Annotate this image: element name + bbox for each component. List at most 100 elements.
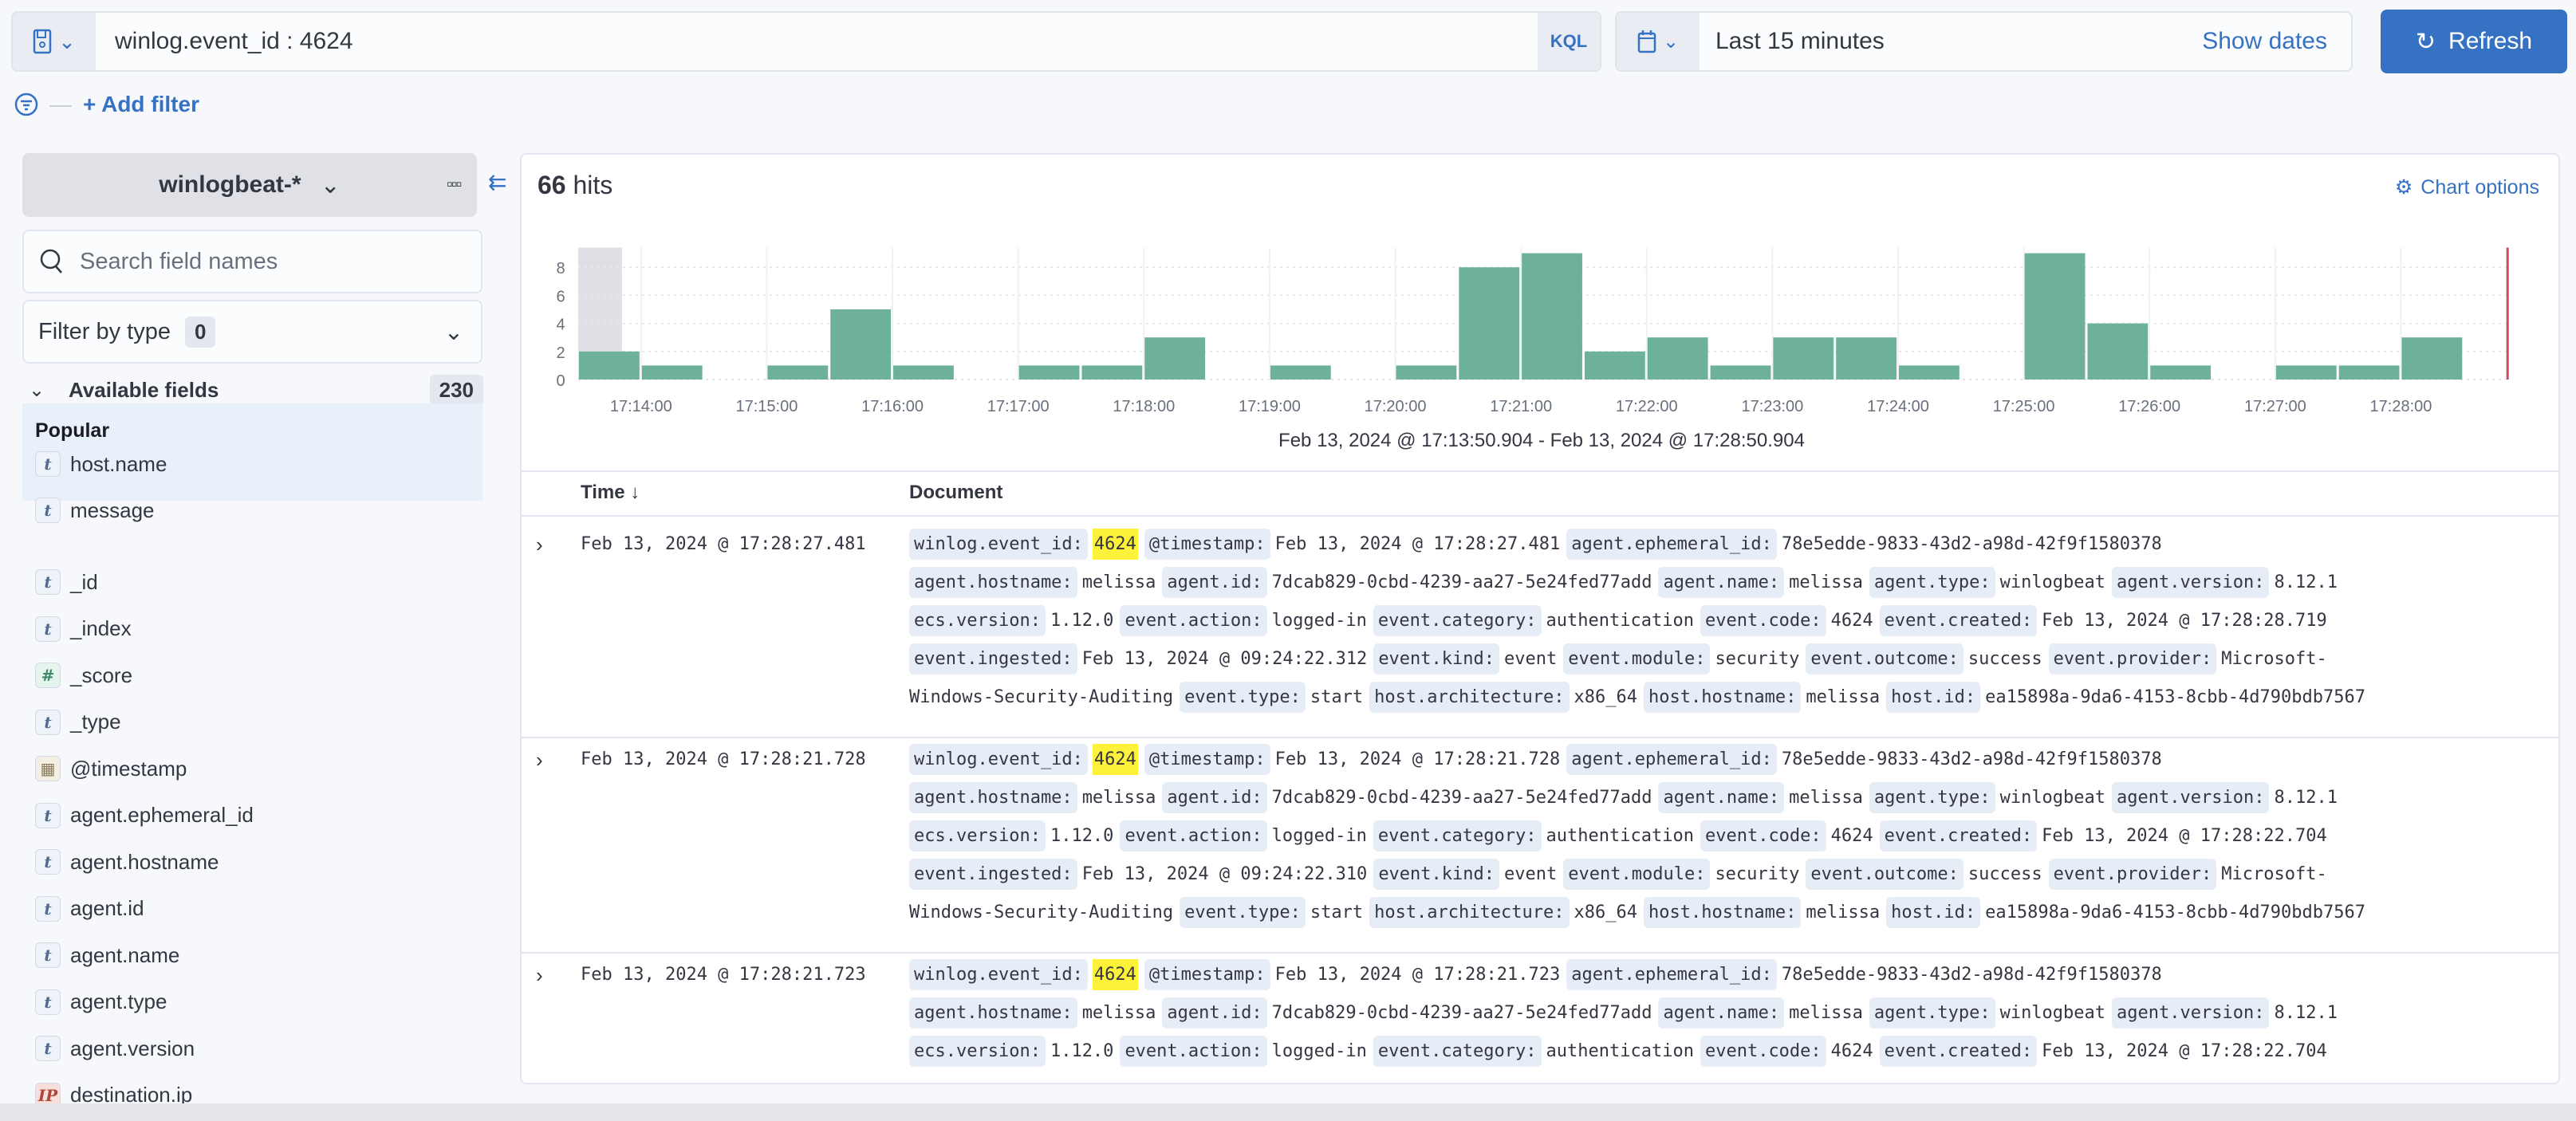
field-value: logged-in xyxy=(1271,610,1367,631)
search-field-names-input[interactable]: Search field names xyxy=(22,230,483,293)
field-key: @timestamp: xyxy=(1144,743,1270,775)
field-key: event.category: xyxy=(1373,604,1542,636)
query-input[interactable]: winlog.event_id : 4624 xyxy=(115,28,353,54)
histogram-bar[interactable] xyxy=(2338,365,2400,380)
histogram-bar[interactable] xyxy=(1773,337,1834,380)
string-type-icon: t xyxy=(35,989,61,1015)
x-tick-label: 17:24:00 xyxy=(1867,398,1929,415)
histogram-bar[interactable] xyxy=(1584,351,1645,380)
field-item[interactable]: t host.name xyxy=(35,451,167,477)
histogram-bar[interactable] xyxy=(1459,267,1520,380)
histogram-bar[interactable] xyxy=(1710,365,1771,380)
time-range-value[interactable]: Last 15 minutes xyxy=(1715,28,1885,54)
histogram-bar[interactable] xyxy=(1018,365,1080,380)
histogram-bar[interactable] xyxy=(767,365,829,380)
x-tick-label: 17:19:00 xyxy=(1239,398,1301,415)
field-value: logged-in xyxy=(1271,1040,1367,1061)
field-name: _id xyxy=(70,569,98,594)
document-line: ecs.version: 1.12.0 event.action: logged-in… xyxy=(909,816,2372,855)
field-name: agent.type xyxy=(70,989,167,1013)
histogram-bar[interactable] xyxy=(1647,337,1708,380)
string-type-icon: t xyxy=(35,802,61,828)
histogram-bar[interactable] xyxy=(2401,337,2463,380)
field-name: message xyxy=(70,498,155,522)
field-key: agent.version: xyxy=(2112,566,2270,598)
field-value: 7dcab829-0cbd-4239-aa27-5e24fed77add xyxy=(1271,572,1652,592)
field-item[interactable]: t _type xyxy=(35,709,121,735)
field-name: agent.ephemeral_id xyxy=(70,803,254,827)
histogram-bar[interactable] xyxy=(2275,365,2337,380)
histogram-bar[interactable] xyxy=(2087,323,2149,380)
histogram-bar[interactable] xyxy=(893,365,954,380)
chevron-down-icon: ⌄ xyxy=(320,171,341,199)
field-value: ea15898a-9da6-4153-8cbb-4d790bdb7567 xyxy=(1985,686,2365,707)
field-key: event.type: xyxy=(1180,681,1306,713)
field-item[interactable]: ▦ @timestamp xyxy=(35,756,187,781)
collapse-sidebar-icon[interactable]: ⇇ xyxy=(488,170,507,195)
histogram-bar[interactable] xyxy=(579,351,640,380)
field-item[interactable]: t agent.name xyxy=(35,942,179,968)
quick-select-button[interactable]: ⌄ xyxy=(1617,13,1700,70)
show-dates-link[interactable]: Show dates xyxy=(2202,28,2327,54)
field-value: winlogbeat xyxy=(1999,572,2106,592)
field-item[interactable]: t agent.hostname xyxy=(35,849,219,875)
field-item[interactable]: t _index xyxy=(35,616,132,642)
field-value: event xyxy=(1504,648,1558,669)
field-item[interactable]: # _score xyxy=(35,663,132,688)
index-pattern-selector[interactable]: winlogbeat-* ⌄ xyxy=(22,153,477,217)
field-item[interactable]: t agent.id xyxy=(35,895,144,922)
string-type-icon: t xyxy=(35,616,61,642)
document-line: ecs.version: 1.12.0 event.action: logged-in… xyxy=(909,601,2372,639)
field-item[interactable]: t agent.type xyxy=(35,989,167,1015)
histogram-bar[interactable] xyxy=(1522,253,1582,380)
expand-row-icon[interactable]: › xyxy=(536,533,543,557)
field-key: winlog.event_id: xyxy=(909,528,1088,560)
field-item[interactable]: t agent.ephemeral_id xyxy=(35,802,254,828)
histogram-bar[interactable] xyxy=(1836,337,1897,380)
expand-row-icon[interactable]: › xyxy=(536,963,543,987)
field-name: _type xyxy=(70,710,121,734)
histogram-bar[interactable] xyxy=(830,309,892,380)
filter-by-type-button[interactable]: Filter by type 0 ⌄ xyxy=(22,300,483,364)
expand-row-icon[interactable]: › xyxy=(536,748,543,772)
query-language-button[interactable]: KQL xyxy=(1538,13,1600,70)
chevron-down-icon: ⌄ xyxy=(58,29,76,53)
add-filter-button[interactable]: + Add filter xyxy=(83,92,199,116)
field-key: event.created: xyxy=(1879,604,2038,636)
available-fields-header[interactable]: ⌄ Available fields 230 xyxy=(29,375,483,406)
histogram-chart[interactable]: 0 2 4 6 8 17:14:00 17:15:00 17:16:00 17:17:00 17:… xyxy=(522,155,2560,474)
field-item[interactable]: t message xyxy=(35,498,155,523)
histogram-bar[interactable] xyxy=(641,365,703,380)
field-key: event.outcome: xyxy=(1806,643,1964,675)
string-type-icon: t xyxy=(35,849,61,875)
column-header-time[interactable]: Time ↓ xyxy=(581,482,640,504)
chart-options-button[interactable]: ⚙ Chart options xyxy=(2395,175,2539,199)
x-tick-label: 17:22:00 xyxy=(1616,398,1678,415)
refresh-label: Refresh xyxy=(2448,28,2533,54)
available-fields-label: Available fields xyxy=(69,378,219,402)
saved-query-button[interactable]: ⌄ xyxy=(13,13,96,70)
histogram-bar[interactable] xyxy=(1899,365,1960,380)
number-type-icon: # xyxy=(35,663,61,688)
refresh-button[interactable]: ↻ Refresh xyxy=(2381,10,2567,73)
filter-icon[interactable] xyxy=(14,92,38,116)
y-tick-label: 4 xyxy=(556,317,565,334)
field-value: 4624 xyxy=(1830,1040,1873,1061)
field-name: host.name xyxy=(70,451,167,476)
field-value: melissa xyxy=(1081,1002,1156,1023)
histogram-bar[interactable] xyxy=(1270,365,1331,380)
field-value: melissa xyxy=(1081,572,1156,592)
field-key: host.hostname: xyxy=(1643,681,1802,713)
field-item[interactable]: t _id xyxy=(35,569,98,595)
histogram-bar[interactable] xyxy=(2024,253,2086,380)
divider xyxy=(522,515,2558,517)
histogram-bar[interactable] xyxy=(2150,365,2212,380)
field-value: Feb 13, 2024 @ 17:28:22.704 xyxy=(2042,825,2327,846)
field-value: 1.12.0 xyxy=(1050,825,1114,846)
field-item[interactable]: t agent.version xyxy=(35,1036,195,1061)
options-icon[interactable]: ▫▫▫ xyxy=(447,174,462,194)
histogram-bar[interactable] xyxy=(1081,365,1143,380)
histogram-bar[interactable] xyxy=(1396,365,1457,380)
histogram-bar[interactable] xyxy=(1144,337,1206,380)
field-value: melissa xyxy=(1081,787,1156,808)
